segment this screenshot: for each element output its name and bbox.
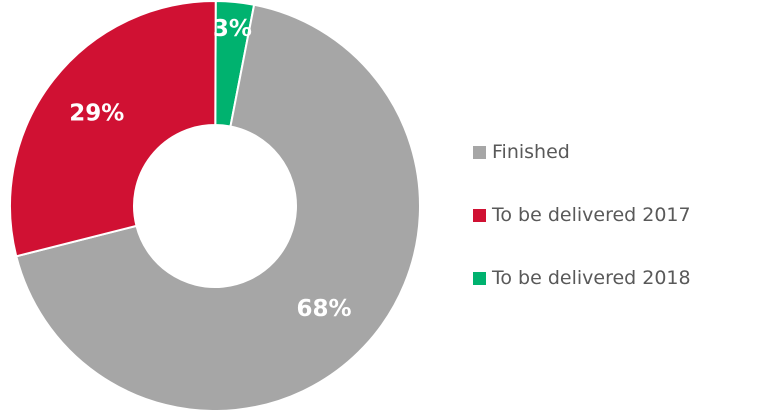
legend-item-delivered-2017: To be delivered 2017: [473, 203, 691, 227]
slice-label-to-be-delivered-2017: 29%: [69, 101, 124, 127]
legend-swatch-finished: [473, 145, 486, 159]
chart-legend: Finished To be delivered 2017 To be deli…: [473, 140, 691, 329]
slice-label-to-be-delivered-2018: 3%: [213, 16, 252, 42]
legend-swatch-delivered-2017: [473, 208, 486, 222]
legend-label-delivered-2018: To be delivered 2018: [492, 267, 691, 289]
donut-slices: [9, 0, 421, 410]
donut-slice-to-be-delivered-2017: [9, 0, 217, 258]
legend-label-finished: Finished: [492, 141, 570, 163]
slice-label-finished: 68%: [296, 296, 351, 322]
donut-slice-labels: 3% 68% 29%: [69, 16, 351, 322]
legend-item-finished: Finished: [473, 140, 691, 164]
donut-slice-finished: [15, 3, 421, 410]
legend-swatch-delivered-2018: [473, 271, 486, 285]
legend-label-delivered-2017: To be delivered 2017: [492, 204, 691, 226]
legend-item-delivered-2018: To be delivered 2018: [473, 266, 691, 290]
